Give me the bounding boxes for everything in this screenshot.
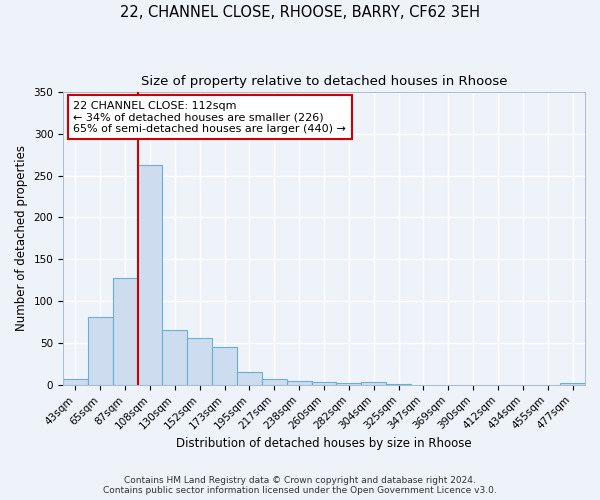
Text: Contains HM Land Registry data © Crown copyright and database right 2024.
Contai: Contains HM Land Registry data © Crown c… [103, 476, 497, 495]
Y-axis label: Number of detached properties: Number of detached properties [15, 146, 28, 332]
Title: Size of property relative to detached houses in Rhoose: Size of property relative to detached ho… [141, 75, 507, 88]
Bar [163, 330, 187, 385]
Bar [386, 384, 411, 385]
Bar [560, 383, 585, 385]
Bar [113, 278, 137, 385]
Bar [187, 338, 212, 385]
Bar [88, 317, 113, 385]
Text: 22, CHANNEL CLOSE, RHOOSE, BARRY, CF62 3EH: 22, CHANNEL CLOSE, RHOOSE, BARRY, CF62 3… [120, 5, 480, 20]
Bar [262, 379, 287, 385]
Bar [287, 380, 311, 385]
Text: 22 CHANNEL CLOSE: 112sqm
← 34% of detached houses are smaller (226)
65% of semi-: 22 CHANNEL CLOSE: 112sqm ← 34% of detach… [73, 100, 346, 134]
Bar [337, 383, 361, 385]
Bar [137, 165, 163, 385]
Bar [212, 347, 237, 385]
Bar [311, 382, 337, 385]
Bar [237, 372, 262, 385]
Bar [63, 379, 88, 385]
X-axis label: Distribution of detached houses by size in Rhoose: Distribution of detached houses by size … [176, 437, 472, 450]
Bar [361, 382, 386, 385]
